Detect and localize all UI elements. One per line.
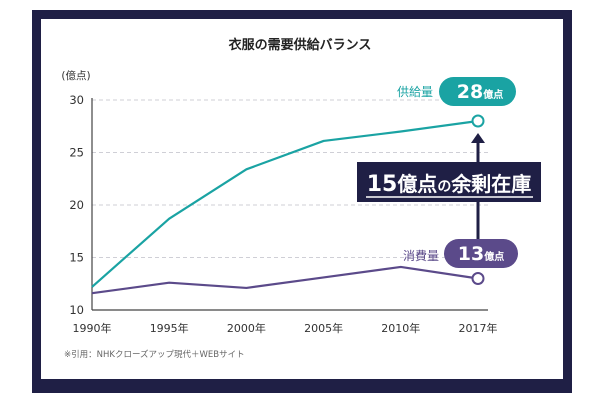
x-tick-label: 2005年 [304,321,343,335]
consumption-badge-number: 13 [458,243,484,265]
y-tick-label: 20 [69,198,84,212]
x-tick-label: 1990年 [73,321,112,335]
series-end-marker [471,114,485,128]
y-tick-label: 10 [69,303,84,317]
arrow-head-up [471,133,485,143]
surplus-annotation: 15億点の余剰在庫 [357,162,541,202]
supply-badge-value: 28億点 [457,81,503,103]
source-note: ※引用：NHKクローズアップ現代＋WEBサイト [64,349,245,360]
consumption-series-label: 消費量 [403,248,439,263]
supply-badge-number: 28 [457,81,483,103]
y-axis-unit-label: (億点) [61,69,90,82]
surplus-annotation-label: 15億点の余剰在庫 [367,172,532,197]
consumption-badge-value: 13億点 [458,243,504,265]
y-tick-label: 15 [69,251,84,265]
x-tick-label: 1995年 [150,321,189,335]
surplus-annotation-box [357,162,541,202]
supply-badge-unit: 億点 [483,88,503,101]
surplus-number: 15 [367,172,398,197]
series-lines [91,114,485,295]
consumption-badge-unit: 億点 [484,250,504,263]
series-line-supply [91,119,479,288]
axes: 10 15 20 25 30 1990年 1995年 2000年 2005年 2010年 2017年 [69,93,497,335]
x-tick-label: 2000年 [227,321,266,335]
consumption-badge-pill [444,239,518,268]
supply-badge-pill [439,77,516,106]
surplus-unit: 億点 [397,172,437,196]
supply-series-label: 供給量 [397,85,433,99]
surplus-word: 余剰在庫 [450,172,531,196]
x-tick-label: 2010年 [381,321,420,335]
y-tick-label: 25 [69,146,84,160]
chart-title: 衣服の需要供給バランス [229,37,372,53]
supply-badge: 供給量 28億点 [397,77,516,106]
x-tick-label: 2017年 [459,321,498,335]
series-line-consumption [91,265,479,295]
surplus-particle: の [437,179,451,195]
series-end-marker [471,272,485,285]
y-tick-label: 30 [69,93,84,107]
consumption-badge: 消費量 13億点 [403,239,518,268]
